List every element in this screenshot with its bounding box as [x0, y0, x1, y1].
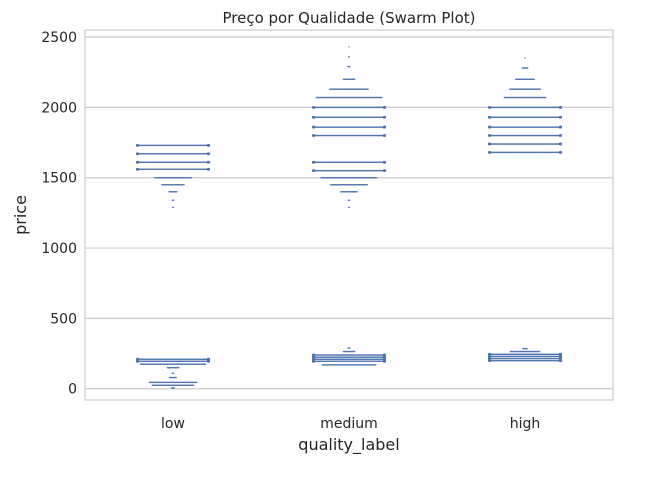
swarm-point [175, 376, 178, 379]
swarm-point [383, 355, 387, 359]
swarm-point [353, 78, 356, 80]
swarm-point [366, 184, 369, 186]
swarm-point [383, 359, 387, 363]
swarm-point [348, 55, 351, 58]
swarm-point [353, 350, 356, 353]
swarm-point [533, 78, 536, 80]
swarm-point [383, 353, 387, 357]
swarm-point [349, 347, 351, 349]
swarm-point [173, 387, 176, 389]
swarm-points [135, 46, 563, 389]
swarm-point [348, 46, 350, 48]
swarm-point [349, 65, 351, 68]
swarm-point [207, 143, 211, 147]
x-tick-label: medium [320, 416, 378, 432]
swarm-point [383, 357, 387, 361]
swarm-point [383, 105, 387, 109]
y-tick-label: 1000 [41, 241, 77, 257]
swarm-point [526, 347, 528, 350]
swarm-point [348, 199, 351, 201]
swarm-point [207, 160, 211, 164]
swarm-point [559, 115, 563, 119]
y-tick-label: 2000 [41, 100, 77, 116]
swarm-point [383, 134, 387, 137]
swarm-point [559, 151, 563, 154]
swarm-point [183, 184, 185, 186]
swarm-point [559, 357, 563, 360]
swarm-point [207, 359, 211, 363]
swarm-point [190, 176, 193, 179]
y-axis-label: price [11, 195, 30, 235]
x-axis-label: quality_label [298, 435, 399, 455]
swarm-point [204, 363, 207, 365]
swarm-point [356, 191, 358, 193]
swarm-point [559, 354, 563, 358]
y-tick-label: 1500 [41, 171, 77, 187]
plot-frame [84, 29, 614, 401]
swarm-point [176, 191, 178, 193]
swarm-point [207, 167, 211, 171]
swarm-point [559, 125, 563, 129]
swarm-point [380, 96, 383, 99]
swarm-point [559, 134, 563, 137]
swarm-point [383, 169, 387, 173]
swarm-point [374, 364, 377, 366]
swarm-point [544, 96, 547, 99]
x-tick-label: high [510, 416, 541, 432]
swarm-point [195, 381, 198, 384]
swarm-point [172, 199, 175, 201]
swarm-point [538, 350, 541, 353]
swarm-point [177, 366, 180, 369]
swarm-point [559, 352, 563, 356]
swarm-point [559, 359, 563, 363]
swarm-point [559, 142, 563, 146]
swarm-point [524, 57, 526, 59]
swarm-point [559, 105, 563, 109]
swarm-point [376, 176, 378, 179]
swarm-point [383, 160, 387, 164]
swarm-point [172, 372, 175, 375]
swarm-point [207, 152, 211, 156]
x-tick-label: low [161, 416, 185, 432]
swarm-point [383, 115, 387, 119]
x-tick-labels: low medium high [161, 416, 540, 432]
y-tick-label: 0 [68, 382, 77, 398]
swarm-point [172, 206, 175, 209]
swarm-point [539, 88, 542, 90]
y-tick-label: 2500 [41, 30, 77, 46]
swarm-point [526, 67, 529, 69]
swarm-point [348, 206, 351, 209]
swarm-point [192, 384, 195, 386]
chart-title: Preço por Qualidade (Swarm Plot) [223, 9, 476, 27]
swarm-point [367, 88, 369, 90]
y-tick-labels: 0 500 1000 1500 2000 2500 [41, 30, 77, 398]
swarm-point [383, 125, 387, 129]
swarm-point [207, 357, 211, 361]
y-tick-label: 500 [50, 311, 77, 327]
